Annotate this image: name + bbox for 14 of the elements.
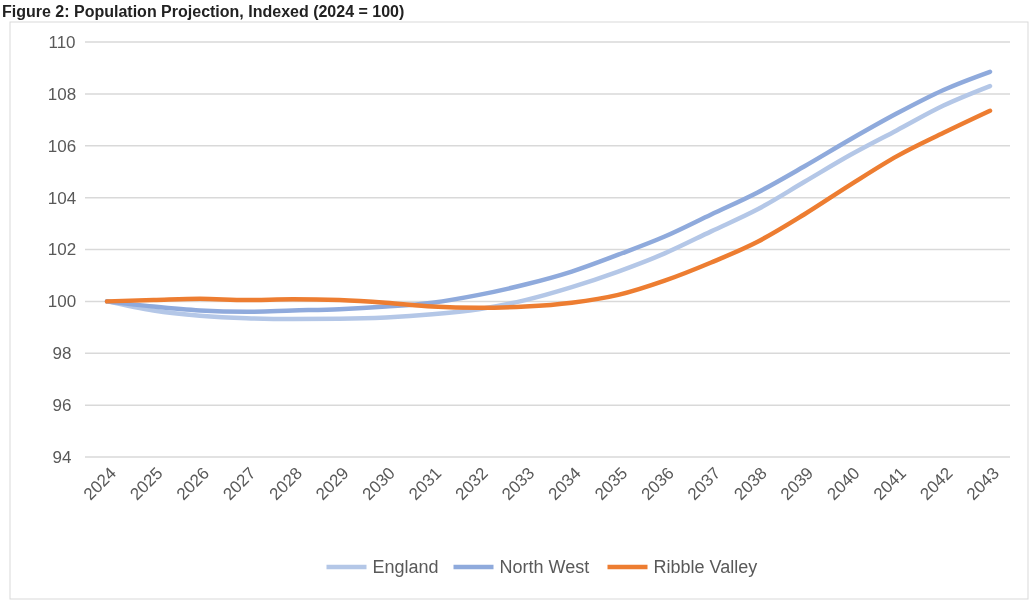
y-tick-label: 104 [47,188,77,208]
y-tick-label: 106 [47,136,77,156]
y-tick-label: 110 [48,32,76,52]
legend-label: North West [499,557,590,578]
legend-label: England [372,557,439,578]
legend-label: Ribble Valley [653,557,758,578]
line-series [104,108,993,311]
y-tick-label: 96 [52,396,72,416]
y-tick-label: 94 [52,447,72,467]
y-tick-label: 98 [52,344,72,364]
y-tick-label: 108 [47,84,77,104]
chart-title: Figure 2: Population Projection, Indexed (2024 = 100) [2,3,405,20]
y-tick-label: 102 [47,240,77,260]
y-tick-label: 100 [47,292,77,312]
